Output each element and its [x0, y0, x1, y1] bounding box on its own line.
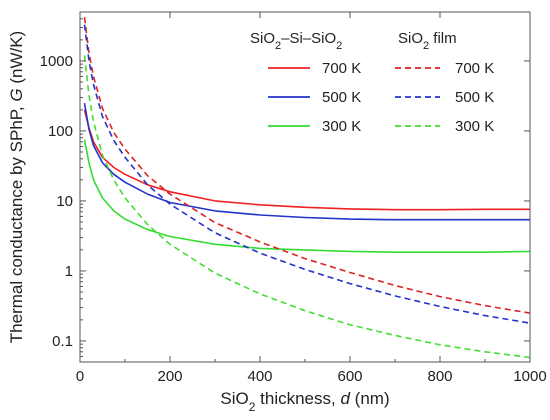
- legend-entry-label: 500 K: [322, 89, 361, 106]
- legend-entry-label: 300 K: [322, 118, 361, 135]
- y-axis-title: Thermal conductance by SPhP, G (nW/K): [7, 31, 26, 343]
- series-group: [83, 17, 530, 359]
- legend: SiO2–Si–SiO2 SiO2 film 700 K 500 K 300 K 700 …: [250, 30, 494, 135]
- x-axis-title: SiO2 thickness, d (nm): [220, 389, 389, 414]
- y-tick-label: 1000: [40, 53, 73, 70]
- series-line-film-300k: [83, 55, 530, 359]
- x-tick-label: 200: [157, 368, 182, 385]
- series-line-stack-700k: [83, 109, 530, 211]
- x-tick-label: 600: [337, 368, 362, 385]
- x-tick-label: 400: [247, 368, 272, 385]
- legend-entry-label: 700 K: [322, 60, 361, 77]
- legend-entry-label: 300 K: [455, 118, 494, 135]
- x-tick-label: 1000: [513, 368, 546, 385]
- legend-group-title: SiO2 film: [398, 30, 457, 52]
- y-tick-label: 100: [48, 123, 73, 140]
- series-line-stack-500k: [83, 102, 530, 221]
- series-line-film-500k: [83, 24, 530, 324]
- series-line-film-700k: [83, 17, 530, 314]
- x-tick-label: 800: [427, 368, 452, 385]
- y-tick-label: 10: [56, 193, 73, 210]
- legend-entry-label: 500 K: [455, 89, 494, 106]
- y-tick-label: 0.1: [52, 333, 73, 350]
- legend-entry-label: 700 K: [455, 60, 494, 77]
- y-tick-label: 1: [65, 263, 73, 280]
- legend-group-title: SiO2–Si–SiO2: [250, 30, 342, 52]
- ticks-layer: 0 200 400 600 800 1000 0.1 1 10 100 1000: [40, 12, 547, 385]
- series-layer: [83, 17, 530, 359]
- x-tick-label: 0: [76, 368, 84, 385]
- series-line-stack-300k: [83, 139, 530, 253]
